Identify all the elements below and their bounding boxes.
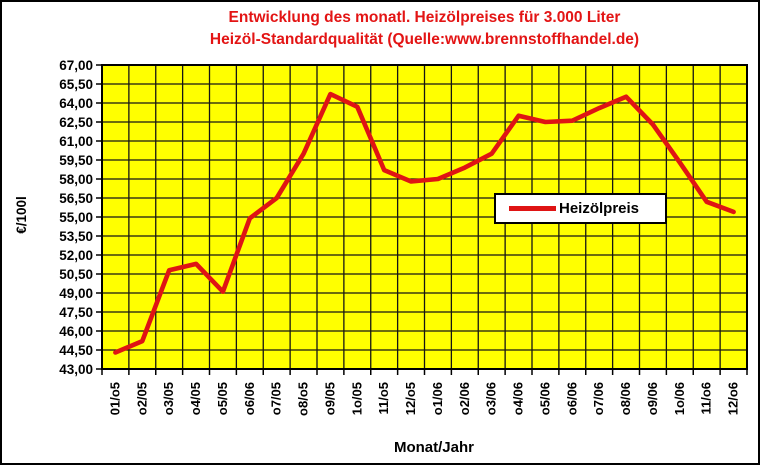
y-tick-label: 62,50 xyxy=(59,115,93,130)
y-tick-label: 43,00 xyxy=(59,362,93,377)
y-tick-label: 67,00 xyxy=(59,58,93,73)
chart-title-line1: Entwicklung des monatl. Heizölpreises fü… xyxy=(228,9,621,26)
y-tick-label: 64,00 xyxy=(59,96,93,111)
x-tick-label: o7/05 xyxy=(269,382,284,415)
x-tick-label: o9/05 xyxy=(322,382,337,415)
x-tick-label: o4/06 xyxy=(511,382,526,415)
chart-title-line2: Heizöl-Standardqualität (Quelle:www.bren… xyxy=(209,31,640,48)
x-tick-label: 01/o5 xyxy=(107,382,122,415)
x-tick-label: 11/o6 xyxy=(699,382,714,415)
x-tick-label: 1o/05 xyxy=(349,382,364,415)
x-tick-label: o8/06 xyxy=(618,382,633,415)
x-tick-label: o7/06 xyxy=(591,382,606,415)
legend: Heizölpreis xyxy=(494,193,667,224)
y-tick-label: 50,50 xyxy=(59,267,93,282)
y-axis-title: €/100l xyxy=(14,196,29,234)
x-tick-label: o5/05 xyxy=(215,382,230,415)
x-tick-label: 1o/06 xyxy=(672,382,687,415)
y-tick-label: 61,00 xyxy=(59,134,93,149)
legend-label: Heizölpreis xyxy=(559,200,640,217)
y-tick-label: 49,00 xyxy=(59,286,93,301)
y-tick-label: 53,50 xyxy=(59,229,93,244)
y-tick-label: 58,00 xyxy=(59,172,93,187)
x-tick-label: o8/o5 xyxy=(296,382,311,416)
y-tick-label: 47,50 xyxy=(59,305,93,320)
y-tick-label: 52,00 xyxy=(59,248,93,263)
x-tick-label: 12/o5 xyxy=(403,382,418,415)
y-tick-label: 55,00 xyxy=(59,210,93,225)
x-tick-label: o3/05 xyxy=(161,382,176,415)
x-tick-label: o4/05 xyxy=(188,382,203,415)
y-tick-label: 46,00 xyxy=(59,324,93,339)
y-tick-label: 44,50 xyxy=(59,343,93,358)
x-tick-label: 12/o6 xyxy=(726,382,741,415)
y-tick-label: 56,50 xyxy=(59,191,93,206)
x-tick-label: o6/06 xyxy=(242,382,257,415)
y-tick-label: 59,50 xyxy=(59,153,93,168)
x-tick-label: o5/06 xyxy=(537,382,552,415)
x-tick-label: o1/06 xyxy=(430,382,445,415)
x-tick-label: o6/06 xyxy=(564,382,579,415)
x-tick-label: o3/06 xyxy=(484,382,499,415)
x-tick-label: o2/06 xyxy=(457,382,472,415)
heizoelpreis-line xyxy=(113,91,736,355)
x-tick-label: o9/06 xyxy=(645,382,660,415)
x-axis-title: Monat/Jahr xyxy=(394,439,474,456)
x-tick-label: 11/o5 xyxy=(376,382,391,415)
x-tick-label: o2/05 xyxy=(134,382,149,415)
legend-line-sample xyxy=(509,206,556,211)
chart-title: Entwicklung des monatl. Heizölpreises fü… xyxy=(97,7,752,51)
y-tick-label: 65,50 xyxy=(59,77,93,92)
